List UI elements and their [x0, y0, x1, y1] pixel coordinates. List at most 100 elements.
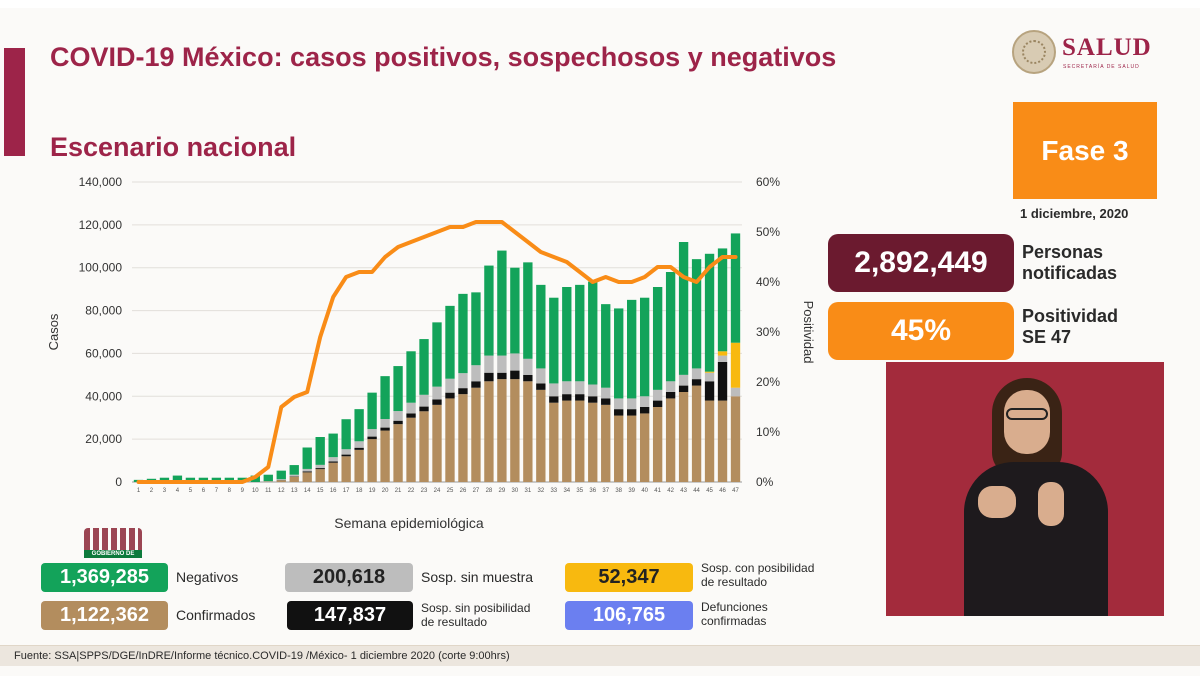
bar-segment: [445, 392, 455, 399]
x-tick-label: 9: [241, 488, 245, 494]
bar-segment: [484, 265, 494, 356]
y2-tick-label: 0%: [756, 475, 774, 489]
bar-segment: [665, 381, 676, 392]
x-axis-title: Semana epidemiológica: [334, 515, 484, 531]
x-tick-label: 34: [563, 488, 570, 494]
sin-posibilidad-label-line-2: de resultado: [421, 615, 488, 629]
bar-segment: [639, 297, 650, 397]
bar-segment: [704, 381, 715, 401]
con-posibilidad-label-line-2: de resultado: [701, 575, 768, 589]
bar-segment: [562, 287, 572, 382]
page-title: COVID-19 México: casos positivos, sospec…: [50, 42, 837, 72]
bar-segment: [315, 464, 325, 469]
bar-segment: [367, 392, 377, 430]
bar-segment: [315, 437, 325, 465]
x-tick-label: 7: [215, 488, 219, 494]
bar-segment: [639, 413, 650, 482]
bar-segment: [276, 479, 286, 481]
x-tick-label: 40: [641, 488, 648, 494]
page-subtitle: Escenario nacional: [50, 132, 297, 162]
defunciones-label: Defunciones confirmadas: [701, 600, 768, 628]
bar-segment: [678, 392, 689, 482]
bar-segment: [588, 384, 598, 397]
bar-segment: [159, 477, 170, 482]
bar-segment: [523, 262, 533, 359]
bar-segment: [458, 388, 468, 395]
bar-segment: [302, 472, 312, 482]
bar-segment: [730, 387, 741, 397]
top-strip: [0, 0, 1200, 8]
bar-segment: [523, 381, 533, 482]
y2-tick-label: 40%: [756, 275, 780, 289]
bar-segment: [575, 394, 585, 401]
interpreter-face: [1004, 390, 1050, 454]
bar-segment: [484, 355, 494, 373]
bar-segment: [419, 339, 429, 395]
con-posibilidad-label: Sosp. con posibilidad de resultado: [701, 561, 814, 589]
bar-segment: [393, 420, 403, 425]
bar-segment: [172, 475, 183, 482]
bar-segment: [315, 468, 325, 470]
bar-segment: [652, 287, 663, 390]
x-tick-label: 11: [265, 488, 272, 494]
confirmados-label: Confirmados: [176, 607, 256, 623]
defunciones-value: 106,765: [565, 601, 693, 630]
bar-segment: [523, 374, 533, 382]
x-tick-label: 42: [667, 488, 674, 494]
bar-segment: [458, 394, 468, 482]
gobierno-mark-text: GOBIERNO DE: [84, 550, 142, 558]
notificadas-label-line-1: Personas: [1022, 242, 1104, 262]
x-tick-label: 10: [252, 488, 259, 494]
bar-segment: [432, 399, 442, 405]
y2-tick-label: 50%: [756, 225, 780, 239]
x-tick-label: 28: [486, 488, 493, 494]
bar-segment: [510, 370, 520, 380]
y2-tick-label: 60%: [756, 175, 780, 189]
bar-segment: [354, 409, 364, 442]
bar-segment: [419, 406, 429, 412]
x-tick-label: 15: [317, 488, 324, 494]
bar-segment: [704, 371, 715, 373]
x-tick-label: 38: [615, 488, 622, 494]
bar-segment: [445, 305, 455, 379]
sin-posibilidad-value: 147,837: [287, 601, 413, 630]
bar-segment: [678, 374, 689, 386]
x-tick-label: 46: [719, 488, 726, 494]
source-footnote: Fuente: SSA|SPPS/DGE/InDRE/Informe técni…: [14, 650, 510, 662]
bar-segment: [354, 441, 364, 448]
bar-segment: [458, 373, 468, 389]
x-tick-label: 12: [278, 488, 285, 494]
bar-segment: [601, 304, 611, 388]
x-tick-label: 8: [228, 488, 232, 494]
bar-segment: [367, 429, 377, 437]
negativos-value: 1,369,285: [41, 563, 168, 592]
x-tick-label: 13: [291, 488, 298, 494]
bar-segment: [639, 396, 650, 407]
bar-segment: [263, 474, 273, 482]
bar-segment: [717, 248, 728, 352]
y-tick-label: 60,000: [85, 346, 122, 360]
bar-segment: [627, 398, 637, 410]
x-tick-label: 37: [602, 488, 609, 494]
y2-tick-label: 10%: [756, 425, 780, 439]
x-tick-label: 14: [304, 488, 311, 494]
bar-segment: [704, 253, 715, 372]
positividad-value: 45%: [828, 302, 1014, 360]
positividad-label-line-1: Positividad: [1022, 306, 1119, 326]
bar-segment: [341, 456, 351, 482]
bar-segment: [432, 386, 442, 400]
sin-posibilidad-label: Sosp. sin posibilidad de resultado: [421, 601, 530, 629]
bar-segment: [549, 396, 559, 403]
bar-segment: [471, 365, 481, 382]
report-date: 1 diciembre, 2020: [1020, 206, 1129, 221]
bar-segment: [627, 409, 637, 416]
bar-segment: [601, 387, 611, 399]
bar-segment: [730, 233, 741, 343]
bar-segment: [354, 449, 364, 482]
bar-segment: [432, 404, 442, 482]
bar-segment: [588, 396, 598, 403]
x-tick-label: 16: [330, 488, 337, 494]
interpreter-hand-right: [1038, 482, 1064, 526]
bar-segment: [652, 389, 663, 401]
bar-segment: [302, 468, 312, 472]
